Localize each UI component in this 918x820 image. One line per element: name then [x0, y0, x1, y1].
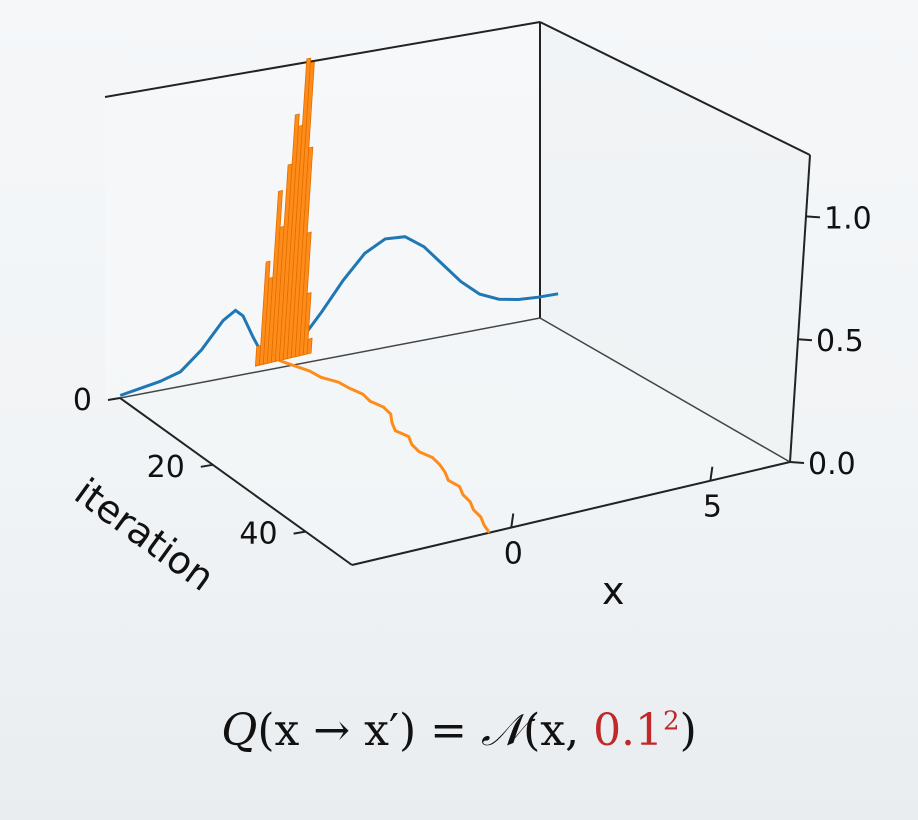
x-axis-label: x — [602, 569, 625, 613]
back-top-edge — [104, 21, 541, 98]
iteration-tick-label: 20 — [147, 450, 185, 485]
z-tick-label: 0.0 — [808, 447, 856, 482]
chain-trace-line — [278, 359, 491, 534]
z-tick-label: 0.5 — [816, 324, 864, 359]
formula-variance-exp: 2 — [663, 706, 680, 737]
iteration-axis-line — [119, 397, 353, 566]
x-tick-label: 5 — [703, 490, 722, 525]
x-axis-line — [351, 461, 791, 566]
formula-dist: 𝒩 — [480, 705, 524, 756]
floor-right-edge — [539, 317, 791, 463]
formula-variance-base: 0.1 — [593, 705, 664, 756]
formula-equals: = — [416, 705, 481, 756]
histogram-bar — [306, 337, 313, 355]
axes-frame — [104, 21, 811, 566]
floor-pane — [120, 318, 790, 565]
iteration-tick-mark — [293, 530, 306, 535]
formula-args: (x → x′) — [257, 705, 417, 756]
histogram-bar — [258, 260, 271, 366]
x-tick-mark — [510, 513, 515, 528]
z-tick-mark — [789, 461, 805, 464]
iteration-tick-mark — [200, 463, 213, 468]
z-tick-mark — [805, 215, 821, 219]
histogram-bar — [278, 113, 300, 362]
x-tick-label: 0 — [504, 537, 523, 572]
right-wall-pane — [540, 22, 810, 462]
z-tick-label: 1.0 — [824, 201, 872, 236]
iteration-axis-label: iteration — [67, 470, 223, 600]
back-wall-pane — [105, 22, 540, 398]
axis-ticks: 0 5 0 20 40 0.0 0.5 1.0 — [73, 201, 872, 571]
formula-variance: 0.12 — [593, 705, 680, 756]
formula-func: Q — [221, 705, 258, 756]
histogram-bar — [286, 57, 312, 360]
right-top-edge — [539, 21, 811, 156]
histogram-bar — [302, 292, 312, 356]
z-tick-mark — [797, 338, 813, 342]
iteration-tick-label: 0 — [73, 383, 92, 418]
histogram-bar — [266, 189, 283, 364]
formula-close: ) — [679, 705, 697, 756]
proposal-formula: Q(x → x′) = 𝒩(x, 0.12) — [0, 705, 918, 756]
x-tick-mark — [709, 466, 714, 481]
sample-histogram — [254, 57, 315, 367]
histogram-bar — [294, 146, 314, 358]
floor-back-edge — [119, 317, 541, 399]
iteration-tick-mark — [107, 397, 121, 401]
iteration-tick-label: 40 — [239, 517, 277, 552]
formula-open: (x, — [523, 705, 594, 756]
histogram-bar — [290, 61, 315, 359]
histogram-bar — [298, 231, 312, 357]
axes-panes — [105, 22, 810, 565]
z-axis-line — [789, 154, 811, 463]
